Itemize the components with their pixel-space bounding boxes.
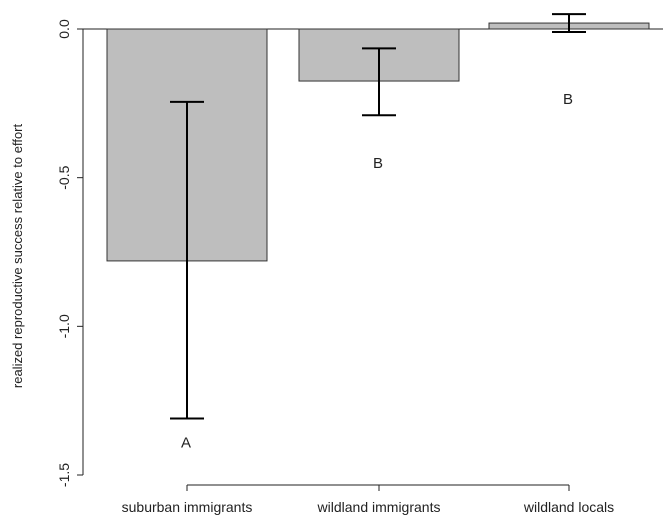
y-tick-label: 0.0	[56, 19, 72, 39]
group-letter: A	[181, 435, 191, 452]
x-tick-label: wildland locals	[523, 499, 614, 515]
y-tick-label: -1.5	[56, 463, 72, 487]
y-axis-label: realized reproductive success relative t…	[10, 124, 25, 389]
y-tick-label: -1.0	[56, 314, 72, 338]
x-tick-label: suburban immigrants	[122, 499, 253, 515]
group-letter: B	[563, 91, 573, 108]
group-letter: B	[373, 155, 383, 172]
x-tick-label: wildland immigrants	[317, 499, 441, 515]
y-tick-label: -0.5	[56, 165, 72, 189]
